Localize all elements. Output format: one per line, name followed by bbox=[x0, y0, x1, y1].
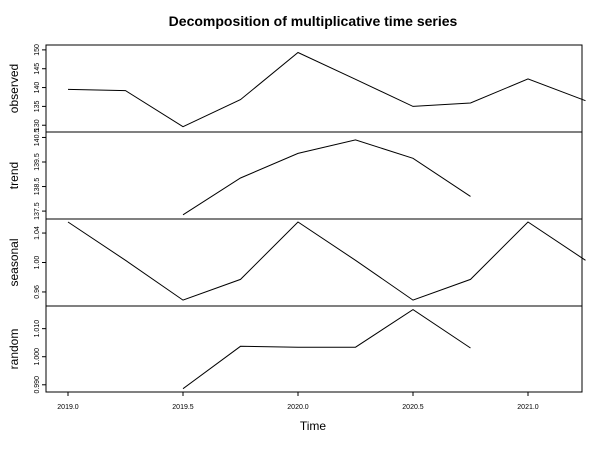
x-axis-label: Time bbox=[300, 419, 327, 433]
x-tick-label: 2019.0 bbox=[57, 404, 79, 411]
y-tick-label-trend: 138.5 bbox=[34, 178, 41, 196]
x-tick-label: 2021.0 bbox=[517, 404, 539, 411]
y-tick-label-trend: 140.5 bbox=[34, 129, 41, 147]
y-tick-label-observed: 150 bbox=[34, 44, 41, 56]
panel-observed: 130 135 140 145 150 observed bbox=[7, 44, 586, 133]
series-line-observed bbox=[67, 51, 586, 128]
x-tick-label: 2020.0 bbox=[287, 404, 309, 411]
chart-title: Decomposition of multiplicative time ser… bbox=[169, 13, 458, 29]
series-line-random bbox=[182, 309, 471, 390]
panel-trend: 137.5 138.5 139.5 140.5 trend bbox=[7, 129, 583, 220]
y-tick-label-observed: 135 bbox=[34, 100, 41, 112]
y-tick-label-trend: 137.5 bbox=[34, 202, 41, 220]
y-axis-label-seasonal: seasonal bbox=[7, 238, 21, 286]
y-tick-label-trend: 139.5 bbox=[34, 153, 41, 171]
y-tick-label-seasonal: 1.00 bbox=[34, 256, 41, 270]
y-tick-label-random: 1.010 bbox=[34, 320, 41, 338]
y-tick-label-random: 0.990 bbox=[34, 376, 41, 394]
y-axis-label-trend: trend bbox=[7, 162, 21, 189]
series-line-seasonal bbox=[67, 221, 586, 301]
y-tick-label-observed: 145 bbox=[34, 63, 41, 75]
panel-frame-seasonal bbox=[45, 218, 583, 307]
panel-seasonal: 0.96 1.00 1.04 seasonal bbox=[7, 218, 586, 307]
x-tick-label: 2019.5 bbox=[172, 404, 194, 411]
y-tick-label-random: 1.000 bbox=[34, 348, 41, 366]
x-tick-label: 2020.5 bbox=[402, 404, 424, 411]
panel-frame-random bbox=[45, 305, 583, 393]
panel-frame-observed bbox=[45, 44, 583, 133]
y-axis-label-random: random bbox=[7, 329, 21, 370]
y-tick-label-seasonal: 1.04 bbox=[34, 226, 41, 240]
y-axis-label-observed: observed bbox=[7, 64, 21, 113]
x-axis: 2019.0 2019.5 2020.0 2020.5 2021.0 bbox=[57, 392, 539, 411]
y-tick-label-observed: 140 bbox=[34, 82, 41, 94]
y-tick-label-seasonal: 0.96 bbox=[34, 285, 41, 299]
series-line-trend bbox=[182, 139, 471, 216]
panel-frame-trend bbox=[45, 131, 583, 220]
y-tick-label-observed: 130 bbox=[34, 119, 41, 131]
panel-random: 0.990 1.000 1.010 random bbox=[7, 305, 583, 394]
panels-group: 130 135 140 145 150 observed 137.5 138.5 139.5 14… bbox=[7, 44, 586, 394]
